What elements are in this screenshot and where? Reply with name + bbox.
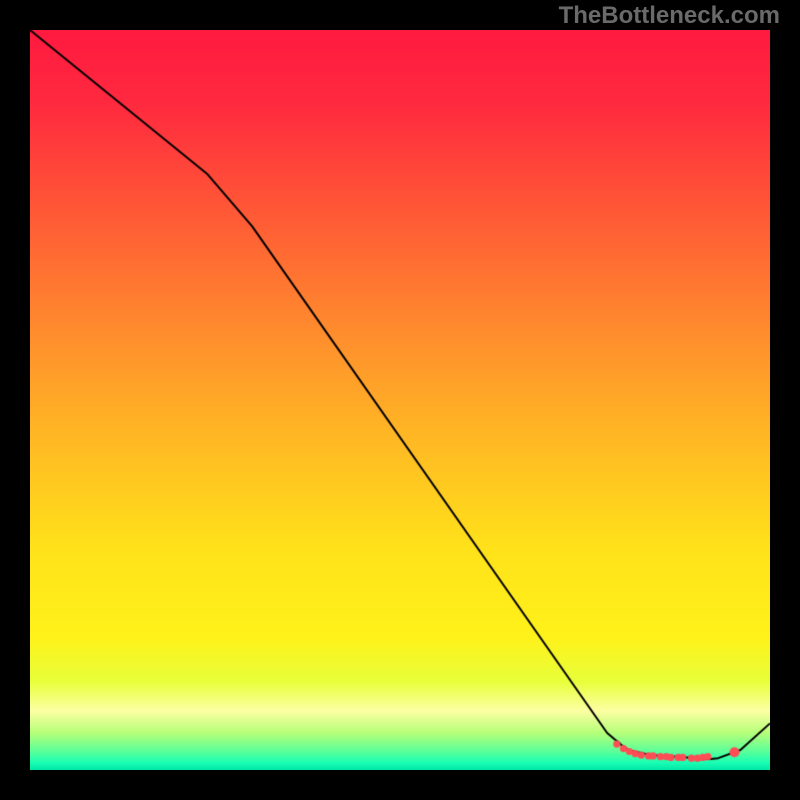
accent-dots <box>0 0 800 800</box>
chart-root: TheBottleneck.com <box>0 0 800 800</box>
watermark-text: TheBottleneck.com <box>559 2 780 30</box>
